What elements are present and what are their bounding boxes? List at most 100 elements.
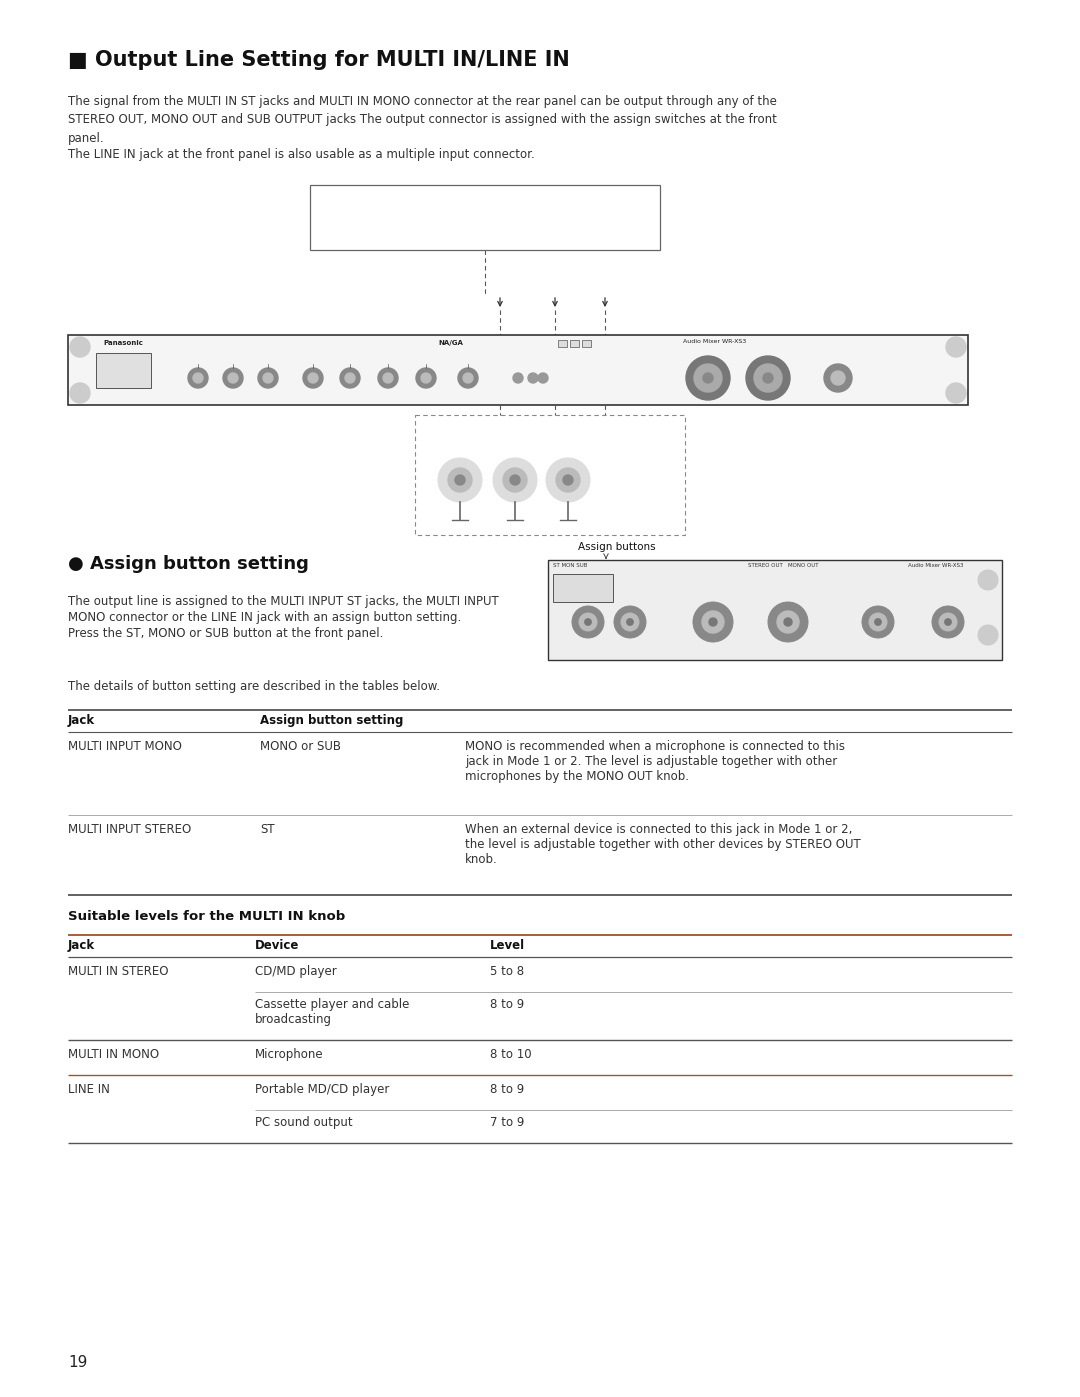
Circle shape <box>945 619 951 626</box>
Bar <box>582 339 591 346</box>
Circle shape <box>708 617 717 626</box>
Circle shape <box>946 383 966 402</box>
Circle shape <box>528 373 538 383</box>
Circle shape <box>546 458 590 502</box>
Circle shape <box>946 337 966 358</box>
Circle shape <box>416 367 436 388</box>
Circle shape <box>455 475 465 485</box>
Circle shape <box>228 373 238 383</box>
Text: Cassette player and cable: Cassette player and cable <box>255 997 409 1011</box>
Bar <box>558 339 567 346</box>
Circle shape <box>303 367 323 388</box>
Text: (Line input at the front supported.): (Line input at the front supported.) <box>320 222 515 232</box>
Circle shape <box>538 373 548 383</box>
Circle shape <box>584 619 591 626</box>
Circle shape <box>563 475 573 485</box>
Text: ● Assign button setting: ● Assign button setting <box>68 555 309 573</box>
Text: MULTI IN MONO: MULTI IN MONO <box>68 1048 159 1060</box>
Circle shape <box>626 619 633 626</box>
Circle shape <box>556 468 580 492</box>
Circle shape <box>693 602 733 643</box>
Text: The output line is assigned to the MULTI INPUT ST jacks, the MULTI INPUT: The output line is assigned to the MULTI… <box>68 595 499 608</box>
Text: MONO or SUB: MONO or SUB <box>260 740 341 753</box>
Circle shape <box>686 356 730 400</box>
Circle shape <box>932 606 964 638</box>
Text: When an external device is connected to this jack in Mode 1 or 2,: When an external device is connected to … <box>465 823 852 835</box>
Text: Assign button setting: Assign button setting <box>260 714 403 726</box>
Bar <box>96 353 151 388</box>
Text: 19: 19 <box>68 1355 87 1370</box>
Circle shape <box>448 468 472 492</box>
Circle shape <box>762 373 773 383</box>
Text: Suitable levels for the MULTI IN knob: Suitable levels for the MULTI IN knob <box>68 909 346 923</box>
Circle shape <box>862 606 894 638</box>
Text: MULTI INPUT MONO: MULTI INPUT MONO <box>68 740 181 753</box>
Circle shape <box>777 610 799 633</box>
Text: Audio Mixer WR-XS3: Audio Mixer WR-XS3 <box>908 563 963 569</box>
Text: Both mono and stereo inputs are available.: Both mono and stereo inputs are availabl… <box>320 207 591 217</box>
Circle shape <box>193 373 203 383</box>
Circle shape <box>378 367 399 388</box>
Text: ■ Output Line Setting for MULTI IN/LINE IN: ■ Output Line Setting for MULTI IN/LINE … <box>68 50 570 70</box>
Text: PC sound output: PC sound output <box>255 1116 353 1129</box>
Text: Microphone: Microphone <box>255 1048 324 1060</box>
Text: Level: Level <box>490 939 525 951</box>
Text: Audio Mixer WR-XS3: Audio Mixer WR-XS3 <box>683 339 746 344</box>
Text: 8 to 9: 8 to 9 <box>490 1083 524 1097</box>
Circle shape <box>978 624 998 645</box>
Text: jack in Mode 1 or 2. The level is adjustable together with other: jack in Mode 1 or 2. The level is adjust… <box>465 754 837 768</box>
Text: The signal from the MULTI IN ST jacks and MULTI IN MONO connector at the rear pa: The signal from the MULTI IN ST jacks an… <box>68 95 777 145</box>
Circle shape <box>345 373 355 383</box>
Circle shape <box>438 458 482 502</box>
Text: microphones by the MONO OUT knob.: microphones by the MONO OUT knob. <box>465 770 689 782</box>
Text: Assign buttons: Assign buttons <box>578 542 656 552</box>
Text: Any output can be assigned.: Any output can be assigned. <box>320 191 480 203</box>
Circle shape <box>503 468 527 492</box>
Circle shape <box>978 570 998 590</box>
Circle shape <box>70 383 90 402</box>
Circle shape <box>831 372 845 386</box>
Text: 7 to 9: 7 to 9 <box>490 1116 525 1129</box>
Text: Panasonic: Panasonic <box>103 339 143 346</box>
Circle shape <box>421 373 431 383</box>
Bar <box>553 574 613 602</box>
Circle shape <box>702 610 724 633</box>
Text: MONO is recommended when a microphone is connected to this: MONO is recommended when a microphone is… <box>465 740 845 753</box>
Circle shape <box>458 367 478 388</box>
Text: The LINE IN jack at the front panel is also usable as a multiple input connector: The LINE IN jack at the front panel is a… <box>68 148 535 161</box>
Text: NA/GA: NA/GA <box>438 339 463 346</box>
Text: MULTI IN STEREO: MULTI IN STEREO <box>68 965 168 978</box>
Bar <box>310 184 660 250</box>
Circle shape <box>694 365 723 393</box>
Circle shape <box>784 617 792 626</box>
Circle shape <box>308 373 318 383</box>
Circle shape <box>824 365 852 393</box>
FancyBboxPatch shape <box>68 335 968 405</box>
Circle shape <box>940 613 957 631</box>
Circle shape <box>70 337 90 358</box>
Text: MONO connector or the LINE IN jack with an assign button setting.: MONO connector or the LINE IN jack with … <box>68 610 461 624</box>
Circle shape <box>768 602 808 643</box>
Text: the level is adjustable together with other devices by STEREO OUT: the level is adjustable together with ot… <box>465 838 861 851</box>
Circle shape <box>754 365 782 393</box>
Circle shape <box>463 373 473 383</box>
Circle shape <box>579 613 597 631</box>
Circle shape <box>264 373 273 383</box>
Text: STEREO OUT   MONO OUT: STEREO OUT MONO OUT <box>748 563 819 569</box>
Text: Press the ST, MONO or SUB button at the front panel.: Press the ST, MONO or SUB button at the … <box>68 627 383 640</box>
Circle shape <box>621 613 638 631</box>
Text: Jack: Jack <box>68 714 95 726</box>
Text: 5 to 8: 5 to 8 <box>490 965 524 978</box>
Circle shape <box>572 606 604 638</box>
Circle shape <box>383 373 393 383</box>
Text: 8 to 10: 8 to 10 <box>490 1048 531 1060</box>
Bar <box>570 339 579 346</box>
Text: The details of button setting are described in the tables below.: The details of button setting are descri… <box>68 680 440 693</box>
Circle shape <box>188 367 208 388</box>
Text: ST: ST <box>260 823 274 835</box>
Bar <box>548 560 1002 659</box>
Text: 8 to 9: 8 to 9 <box>490 997 524 1011</box>
Text: knob.: knob. <box>465 854 498 866</box>
Circle shape <box>340 367 360 388</box>
Circle shape <box>513 373 523 383</box>
